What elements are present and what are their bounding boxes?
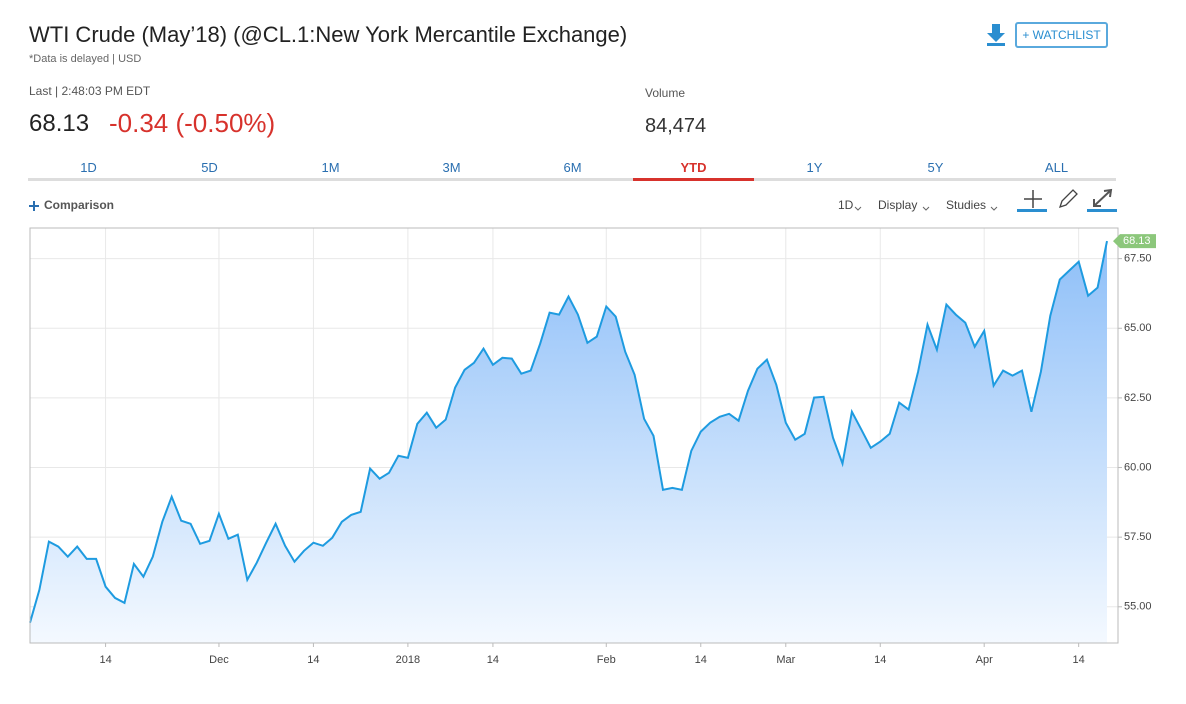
expand-tool[interactable] [1093, 188, 1113, 207]
chevron [990, 206, 998, 211]
interval-menu[interactable]: 1D [838, 198, 854, 212]
x-tick-label: 2018 [396, 654, 420, 666]
area-fill [30, 241, 1107, 643]
range-tab[interactable]: 5D [201, 160, 218, 175]
y-tick-label: 57.50 [1124, 531, 1152, 543]
y-tick-label: 62.50 [1124, 392, 1152, 404]
x-tick-label: 14 [874, 654, 886, 666]
comparison[interactable]: Comparison [44, 198, 115, 212]
range-tab[interactable]: 1Y [806, 160, 823, 175]
price-line [29, 240, 1108, 623]
tool-underline [1017, 209, 1047, 212]
change: -0.34 (-0.50%) [109, 108, 276, 138]
title: WTI Crude (May’18) (@CL.1:New York Merca… [29, 22, 628, 47]
y-tick-label: 60.00 [1124, 461, 1152, 473]
chevron [922, 206, 930, 211]
x-tick-label: Mar [776, 654, 795, 666]
x-tick-label: 14 [487, 654, 499, 666]
tool-underline [1087, 209, 1117, 212]
x-tick-label: Apr [976, 654, 993, 666]
tab-rule [28, 178, 1116, 181]
studies-menu[interactable]: Studies [946, 198, 987, 212]
watchlist-button[interactable]: + WATCHLIST [1015, 22, 1108, 48]
display-menu[interactable]: Display [878, 198, 918, 212]
y-tick-label: 65.00 [1124, 322, 1152, 334]
range-tab[interactable]: 6M [563, 160, 582, 175]
x-tick-label: 14 [307, 654, 319, 666]
range-tab[interactable]: YTD [680, 160, 707, 175]
last-label: Last | 2:48:03 PM EDT [29, 84, 151, 98]
range-tab[interactable]: 5Y [927, 160, 944, 175]
volume-label: Volume [645, 86, 686, 100]
x-tick-label: 14 [1073, 654, 1085, 666]
y-tick-label: 55.00 [1124, 601, 1152, 613]
x-tick-label: Feb [597, 654, 616, 666]
active-tab-underline [633, 178, 754, 181]
download-icon[interactable] [987, 24, 1005, 46]
plot-frame [29, 227, 1119, 644]
crosshair-tool[interactable] [1024, 190, 1042, 208]
range-tab[interactable]: ALL [1044, 160, 1069, 175]
range-tab[interactable]: 1M [321, 160, 340, 175]
last-price-tag [1113, 234, 1156, 249]
last-price: 68.13 [29, 110, 90, 137]
draw-tool[interactable] [1058, 189, 1078, 209]
range-tab[interactable]: 1D [80, 160, 97, 175]
x-tick-label: Dec [209, 654, 229, 666]
x-tick-label: 14 [99, 654, 111, 666]
last-price-tag-label: 68.13 [1123, 235, 1151, 247]
subtitle: *Data is delayed | USD [29, 53, 142, 65]
volume: 84,474 [645, 115, 707, 137]
chevron [854, 206, 862, 211]
y-tick-label: 67.50 [1124, 253, 1152, 265]
range-tab[interactable]: 3M [442, 160, 461, 175]
plus-icon[interactable] [29, 201, 39, 211]
x-tick-label: 14 [695, 654, 707, 666]
